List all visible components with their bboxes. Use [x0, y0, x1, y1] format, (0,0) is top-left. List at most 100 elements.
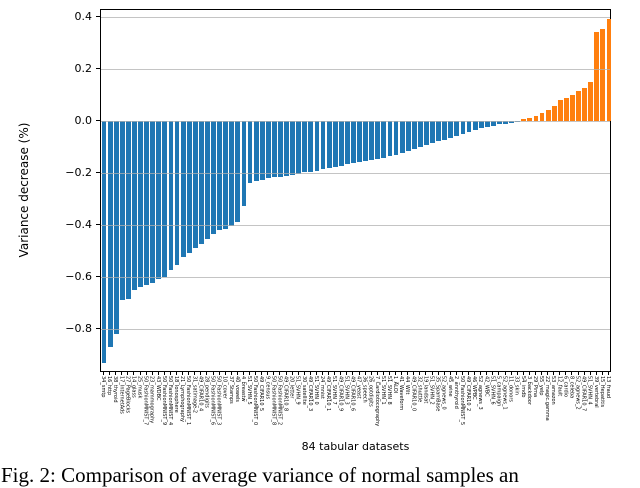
- bar: [454, 120, 460, 136]
- bar: [490, 120, 496, 126]
- x-category-label: 15_Hepatitis: [598, 376, 605, 408]
- bar: [521, 119, 527, 121]
- x-category-label: 4_breastw: [239, 376, 246, 402]
- bar: [198, 120, 204, 245]
- y-tick-label: −0.6: [65, 269, 92, 283]
- figure-caption: Fig. 2: Comparison of average variance o…: [1, 463, 519, 487]
- x-tick: [534, 372, 536, 375]
- x-tick: [340, 372, 342, 375]
- bar: [375, 120, 381, 159]
- x-tick: [443, 372, 445, 375]
- bar: [582, 87, 588, 121]
- x-category-label: 50_FashionMNIST_5: [458, 376, 465, 426]
- x-category-label: 3_backdoor: [525, 376, 532, 405]
- x-category-label: 40_vowels: [233, 376, 240, 403]
- x-category-label: 27_PageBlocks: [124, 376, 131, 414]
- x-tick: [607, 372, 609, 375]
- x-tick: [224, 372, 226, 375]
- x-tick: [109, 372, 111, 375]
- gridline: [101, 276, 610, 278]
- bar: [478, 120, 484, 128]
- y-tick: [96, 223, 100, 225]
- y-tick: [96, 171, 100, 173]
- x-category-label: 51_SVHN_3: [343, 376, 350, 405]
- bar: [466, 120, 472, 132]
- x-category-label: 51_SVHN_5: [246, 376, 253, 405]
- x-axis-label: 84 tabular datasets: [301, 440, 410, 453]
- x-tick: [504, 372, 506, 375]
- bar: [332, 120, 338, 168]
- y-tick-label: −0.2: [65, 165, 92, 179]
- x-category-label: 29_Pima: [531, 376, 538, 398]
- bar: [168, 120, 174, 271]
- gridline: [101, 328, 610, 330]
- bar: [326, 120, 332, 169]
- x-tick: [492, 372, 494, 375]
- bar: [369, 120, 375, 161]
- x-tick: [455, 372, 457, 375]
- bar: [290, 120, 296, 175]
- x-category-label: 38_thyroid: [112, 376, 119, 403]
- x-tick: [279, 372, 281, 375]
- bar: [259, 120, 265, 180]
- bar: [497, 120, 502, 125]
- x-tick: [285, 372, 287, 375]
- x-category-label: 14_glass: [130, 376, 137, 398]
- bar: [138, 120, 143, 288]
- x-category-label: 20_letter: [288, 376, 295, 399]
- bar: [308, 120, 314, 172]
- x-category-label: 32_shuttle: [416, 376, 423, 403]
- x-category-label: 5_campaign: [495, 376, 502, 407]
- x-tick: [273, 372, 275, 375]
- gridline: [101, 224, 610, 226]
- x-tick: [163, 372, 165, 375]
- gridline: [101, 120, 610, 122]
- bar: [205, 120, 210, 239]
- x-tick: [370, 372, 372, 375]
- x-tick: [528, 372, 530, 375]
- x-category-label: 50_FashionMNIST_6: [209, 376, 216, 426]
- x-category-label: 55_yelp: [538, 376, 545, 396]
- bar: [393, 120, 399, 155]
- x-category-label: 49_CIFAR10_4: [197, 376, 204, 412]
- x-tick: [571, 372, 573, 375]
- x-tick: [461, 372, 463, 375]
- y-tick-label: −0.4: [65, 217, 92, 231]
- bar: [503, 120, 508, 124]
- x-tick: [206, 372, 208, 375]
- bar: [235, 120, 241, 223]
- x-category-label: 37_Stamps: [227, 376, 234, 404]
- x-category-label: 52_agnews_2: [574, 376, 581, 410]
- x-tick: [522, 372, 524, 375]
- bar: [606, 19, 612, 121]
- x-category-label: 1_ALOI: [392, 376, 399, 394]
- x-tick: [151, 372, 153, 375]
- x-category-label: 51_SVHN_4: [586, 376, 593, 405]
- x-tick: [322, 372, 324, 375]
- x-category-label: 10_cover: [221, 376, 228, 399]
- bar: [430, 120, 435, 144]
- bar: [174, 120, 180, 265]
- bar: [424, 120, 429, 145]
- x-tick: [194, 372, 196, 375]
- x-category-label: 45_wine: [446, 376, 453, 397]
- x-tick: [315, 372, 317, 375]
- x-category-label: 49_CIFAR10_7: [580, 376, 587, 412]
- x-category-label: 22_magic.gamma: [544, 376, 551, 421]
- x-tick: [382, 372, 384, 375]
- x-tick: [413, 372, 415, 375]
- x-category-label: 50_FashionMNIST_0: [252, 376, 259, 426]
- bar: [162, 120, 168, 277]
- bar: [107, 120, 113, 347]
- x-tick: [188, 372, 190, 375]
- x-category-label: 34_smtp: [100, 376, 107, 398]
- x-category-label: 16_http: [106, 376, 113, 396]
- x-tick: [577, 372, 579, 375]
- x-tick: [103, 372, 105, 375]
- bar: [217, 120, 223, 230]
- bar: [387, 120, 393, 157]
- x-category-label: 41_Waveform: [398, 376, 405, 411]
- bar: [241, 120, 247, 207]
- x-category-label: 6_cardio: [562, 376, 569, 398]
- x-category-label: 51_SVHN_2: [428, 376, 435, 405]
